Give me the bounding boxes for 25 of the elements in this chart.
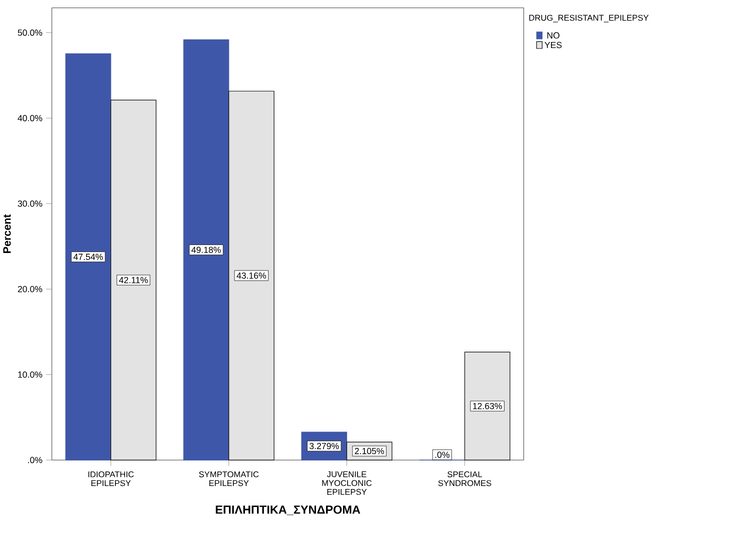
y-tick-label: 30.0% bbox=[18, 200, 42, 207]
x-tick-label: SPECIAL SYNDROMES bbox=[438, 472, 492, 486]
legend-label: NO bbox=[547, 32, 560, 39]
y-axis-title: Percent bbox=[3, 214, 11, 254]
x-tick-label: SYMPTOMATIC EPILEPSY bbox=[199, 472, 259, 486]
y-tick-label: .0% bbox=[28, 457, 42, 464]
legend-title: DRUG_RESISTANT_EPILEPSY bbox=[529, 15, 649, 22]
bar bbox=[65, 54, 112, 461]
x-tick-label: JUVENILE MYOCLONIC EPILEPSY bbox=[322, 472, 372, 495]
data-label: 2.105% bbox=[354, 448, 384, 454]
data-label: 3.279% bbox=[310, 443, 339, 450]
data-label: .0% bbox=[435, 452, 450, 458]
y-tick-label: 50.0% bbox=[18, 30, 42, 36]
x-axis-title: ΕΠΙΛΗΠΤΙΚΑ_ΣΥΝΔΡΟΜΑ bbox=[216, 506, 360, 516]
data-label: 47.54% bbox=[73, 254, 103, 260]
data-label: 12.63% bbox=[473, 403, 502, 410]
data-label: 49.18% bbox=[191, 246, 221, 254]
x-tick-label: IDIOPATHIC EPILEPSY bbox=[88, 472, 134, 486]
y-tick-label: 10.0% bbox=[18, 372, 42, 378]
legend-label: YES bbox=[544, 42, 562, 48]
data-label: 43.16% bbox=[236, 272, 266, 279]
data-label: 42.11% bbox=[119, 277, 148, 284]
bar bbox=[183, 40, 230, 461]
y-tick-label: 40.0% bbox=[18, 115, 42, 122]
y-tick-label: 20.0% bbox=[18, 286, 42, 292]
